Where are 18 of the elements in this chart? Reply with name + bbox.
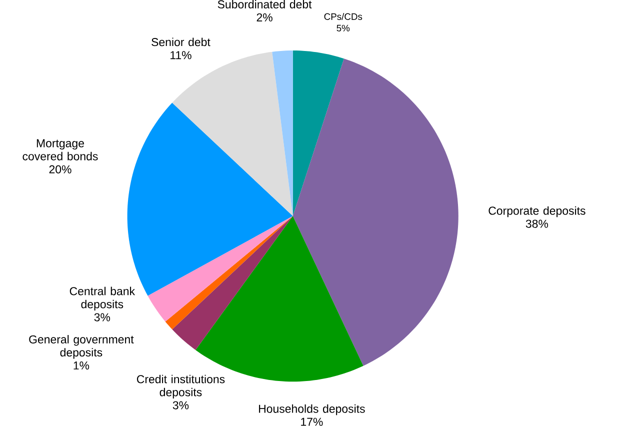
- slice-label: Subordinated debt: [218, 0, 312, 9]
- slice-label: Corporate deposits: [488, 206, 586, 218]
- data-label: 20%: [49, 165, 72, 174]
- slice-label: Central bank deposits: [70, 286, 136, 311]
- slice-label: Mortgage covered bonds: [22, 139, 98, 160]
- data-label: 3%: [94, 313, 110, 322]
- slice-label: Credit institutions deposits: [136, 374, 225, 399]
- data-label: 1%: [74, 362, 90, 370]
- data-label: 3%: [172, 401, 189, 410]
- slice-label: Households deposits: [259, 404, 365, 416]
- data-label: 2%: [256, 13, 272, 22]
- data-label: 5%: [336, 24, 350, 32]
- slice-label: CPs/CDs: [324, 13, 362, 20]
- data-label: 17%: [301, 418, 323, 426]
- data-label: 11%: [170, 51, 192, 60]
- data-label: 38%: [526, 220, 548, 228]
- slice-label: General government deposits: [29, 335, 134, 359]
- slice-label: Senior debt: [152, 38, 210, 46]
